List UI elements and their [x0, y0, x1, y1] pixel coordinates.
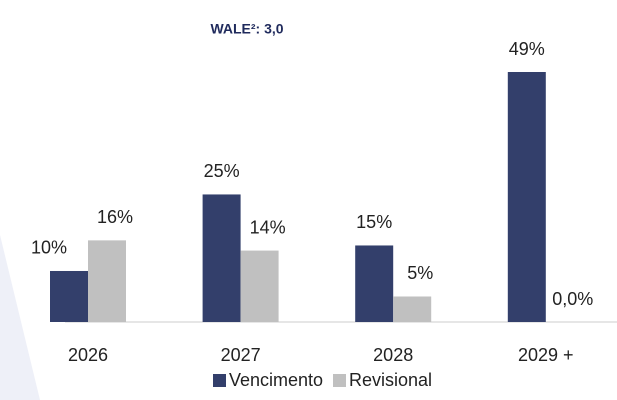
background-shape — [0, 235, 40, 400]
x-tick-label: 2029 + — [518, 345, 574, 365]
data-label: 14% — [250, 217, 286, 237]
legend-swatch — [213, 374, 226, 387]
legend-label: Vencimento — [229, 370, 323, 390]
chart-title: WALE²: 3,0 — [210, 21, 283, 37]
data-label: 10% — [31, 238, 67, 258]
bar — [50, 270, 88, 322]
bar — [507, 72, 546, 322]
data-label: 15% — [356, 212, 392, 232]
legend-label: Revisional — [349, 370, 432, 390]
bar — [202, 194, 241, 322]
legend-swatch — [333, 374, 346, 387]
data-label: 5% — [407, 263, 433, 283]
x-tick-label: 2026 — [68, 345, 108, 365]
bar — [393, 296, 432, 322]
bar — [355, 245, 394, 322]
data-label: 25% — [204, 161, 240, 181]
data-label: 49% — [509, 39, 545, 59]
x-tick-label: 2028 — [373, 345, 413, 365]
data-label: 16% — [97, 207, 133, 227]
bar — [88, 240, 126, 322]
data-label: 0,0% — [552, 289, 593, 309]
x-tick-label: 2027 — [221, 345, 261, 365]
bar — [240, 250, 279, 322]
